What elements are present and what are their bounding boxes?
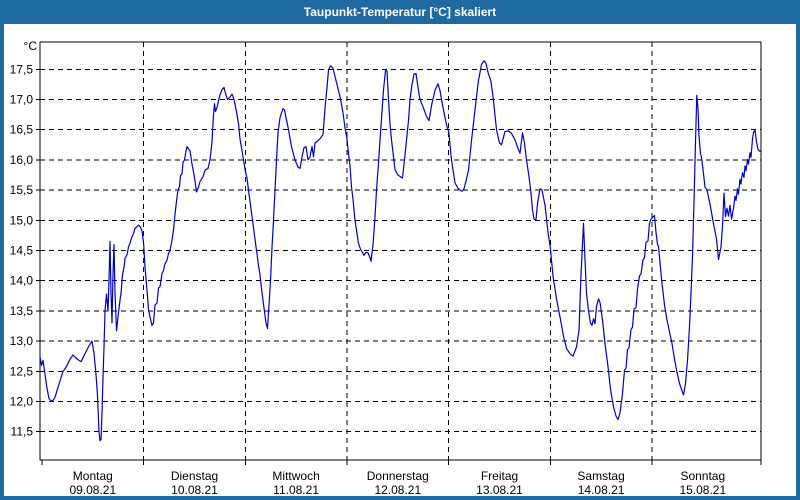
y-tick-label: 12,5 [10, 364, 34, 378]
x-day-label: Samstag [577, 469, 624, 483]
y-tick-label: 16,0 [10, 153, 34, 167]
y-tick-label: 17,0 [10, 93, 34, 107]
x-day-label: Freitag [481, 469, 518, 483]
x-day-label: Sonntag [680, 469, 725, 483]
title-bar: Taupunkt-Temperatur [°C] skaliert [4, 0, 796, 24]
dewpoint-line [39, 60, 762, 442]
x-date-label: 13.08.21 [476, 483, 523, 497]
x-date-label: 11.08.21 [273, 483, 319, 497]
plot-border [39, 41, 762, 461]
y-axis-unit-label: °C [24, 39, 38, 53]
x-day-label: Montag [73, 469, 113, 483]
y-tick-label: 14,0 [10, 274, 34, 288]
y-tick-label: 15,0 [10, 213, 34, 227]
x-day-label: Mittwoch [272, 469, 319, 483]
y-tick-label: 16,5 [10, 123, 34, 137]
x-day-label: Donnerstag [367, 469, 429, 483]
x-date-label: 15.08.21 [679, 483, 726, 497]
x-date-label: 14.08.21 [578, 483, 625, 497]
x-date-label: 12.08.21 [374, 483, 421, 497]
x-date-label: 10.08.21 [171, 483, 218, 497]
y-tick-label: 11,5 [11, 425, 34, 439]
y-tick-label: 13,5 [10, 304, 34, 318]
x-date-label: 09.08.21 [69, 483, 116, 497]
y-tick-label: 13,0 [10, 334, 34, 348]
x-day-label: Dienstag [171, 469, 218, 483]
y-tick-label: 14,5 [10, 244, 34, 258]
y-tick-label: 12,0 [10, 395, 34, 409]
y-tick-label: 17,5 [10, 62, 34, 76]
y-tick-label: 15,5 [10, 183, 34, 197]
window-title: Taupunkt-Temperatur [°C] skaliert [303, 5, 497, 19]
